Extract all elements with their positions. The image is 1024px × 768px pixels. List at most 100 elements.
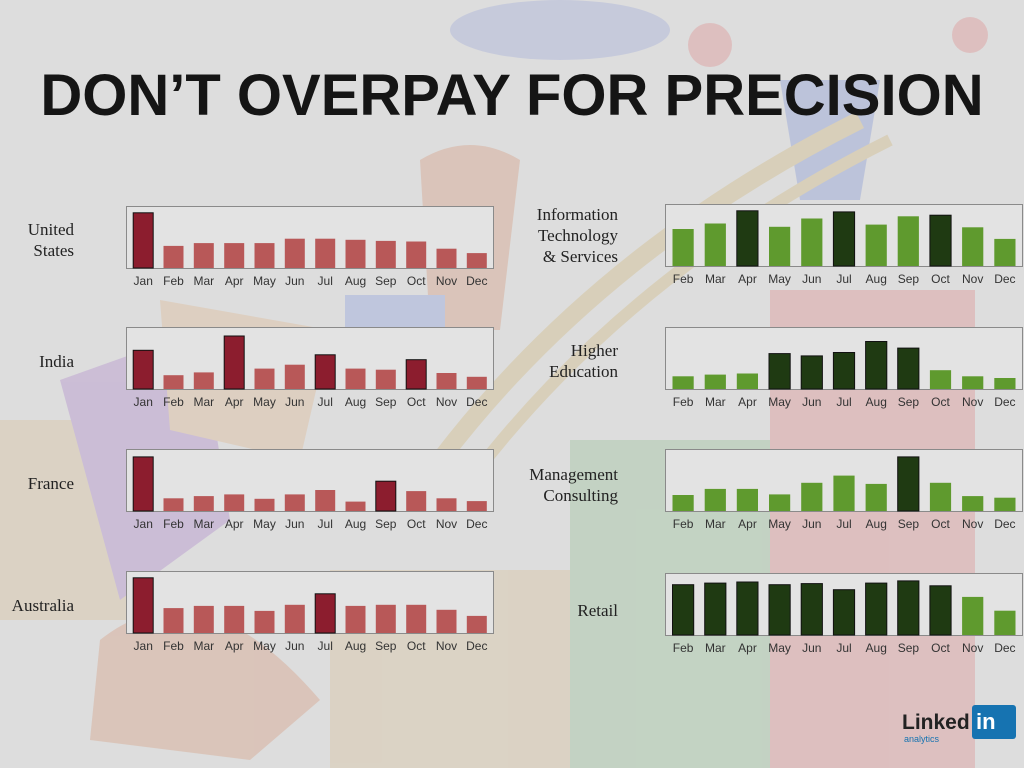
tick-label: Jun	[285, 517, 304, 531]
bar-nov	[436, 609, 457, 633]
logo-subtext: analytics	[904, 734, 940, 744]
chart-panel	[126, 327, 494, 390]
tick-label: Sep	[898, 395, 920, 409]
bar-feb	[163, 245, 184, 268]
bar-may	[254, 368, 275, 389]
bar-sep	[897, 347, 920, 390]
tick-label: Dec	[994, 272, 1015, 286]
bar-jun	[284, 494, 305, 511]
tick-label: May	[768, 272, 791, 286]
bar-may	[768, 353, 791, 390]
tick-label: May	[253, 517, 276, 531]
bar-aug	[345, 501, 366, 511]
tick-label: Dec	[466, 395, 487, 409]
bar-jun	[284, 604, 305, 633]
tick-label: Dec	[466, 639, 487, 653]
tick-label: Feb	[163, 395, 184, 409]
chart-panel	[126, 449, 494, 512]
tick-label: Oct	[407, 517, 426, 531]
tick-label: Jan	[134, 517, 153, 531]
bar-jul	[833, 475, 855, 511]
tick-label: Feb	[673, 272, 694, 286]
bar-nov	[436, 373, 457, 389]
bar-oct	[405, 359, 427, 390]
bar-jun	[284, 238, 305, 268]
bar-jul	[314, 354, 336, 390]
bar-jul	[832, 589, 856, 636]
tick-label: Mar	[193, 274, 214, 288]
bar-jan	[132, 212, 154, 269]
chart-svg: Feb Mar Apr May Jun Jul Aug Sep Oct Nov Dec	[665, 449, 1023, 531]
tick-label: Feb	[163, 274, 184, 288]
bar-apr	[736, 488, 758, 511]
bar-feb	[672, 495, 694, 511]
tick-label: Mar	[705, 272, 726, 286]
bar-feb	[672, 229, 694, 266]
chart-label: Management Consulting	[529, 465, 618, 505]
tick-label: Sep	[375, 395, 397, 409]
tick-label: Aug	[866, 395, 887, 409]
tick-label: Oct	[407, 395, 426, 409]
bar-may	[254, 610, 275, 633]
bar-aug	[345, 605, 366, 633]
bar-dec	[994, 238, 1016, 266]
tick-label: Feb	[673, 395, 694, 409]
bar-apr	[224, 494, 245, 511]
tick-label: Aug	[345, 274, 366, 288]
tick-label: Jun	[802, 641, 821, 655]
tick-label: Jan	[134, 639, 153, 653]
bar-aug	[865, 224, 887, 266]
bar-may	[254, 498, 275, 511]
bar-mar	[704, 582, 727, 636]
bar-jun	[800, 583, 823, 636]
bar-sep	[897, 580, 920, 636]
tick-label: Mar	[193, 517, 214, 531]
tick-label: Apr	[738, 517, 757, 531]
tick-label: May	[768, 641, 791, 655]
bar-feb	[163, 498, 184, 511]
bar-jun	[284, 364, 305, 389]
tick-label: Jun	[802, 517, 821, 531]
tick-label: Aug	[345, 639, 366, 653]
tick-label: Mar	[193, 639, 214, 653]
bar-mar	[193, 496, 214, 511]
logo-text: Linked	[902, 711, 970, 734]
bar-mar	[704, 374, 726, 389]
chart-label: Information Technology & Services	[536, 205, 618, 266]
tick-label: Jan	[134, 274, 153, 288]
chart-label: India	[39, 352, 74, 371]
chart-label: Retail	[577, 601, 618, 620]
tick-label: Sep	[375, 639, 397, 653]
tick-label: Nov	[436, 274, 457, 288]
tick-label: May	[253, 274, 276, 288]
tick-label: Sep	[898, 641, 920, 655]
chart-panel	[126, 206, 494, 269]
bar-dec	[466, 501, 487, 511]
bar-dec	[466, 376, 487, 389]
bar-may	[769, 226, 791, 266]
tick-label: Oct	[407, 639, 426, 653]
bar-jan	[132, 349, 154, 390]
tick-label: Apr	[225, 517, 244, 531]
tick-label: Jun	[802, 395, 821, 409]
tick-label: Jul	[836, 641, 851, 655]
bar-oct	[406, 604, 427, 633]
tick-label: Jun	[285, 395, 304, 409]
bar-dec	[466, 615, 487, 633]
bar-feb	[672, 376, 694, 389]
bar-oct	[929, 214, 952, 267]
bar-apr	[736, 373, 758, 389]
tick-label: Feb	[163, 517, 184, 531]
tick-label: Dec	[466, 517, 487, 531]
bar-apr	[736, 581, 759, 636]
bar-apr	[223, 335, 245, 390]
bar-jan	[132, 577, 154, 634]
tick-label: Aug	[345, 395, 366, 409]
bar-jul	[315, 490, 336, 511]
tick-label: Aug	[866, 641, 887, 655]
tick-label: May	[768, 395, 791, 409]
tick-label: Jul	[318, 517, 333, 531]
tick-label: Aug	[866, 272, 887, 286]
tick-label: Mar	[705, 395, 726, 409]
tick-label: Nov	[962, 517, 983, 531]
